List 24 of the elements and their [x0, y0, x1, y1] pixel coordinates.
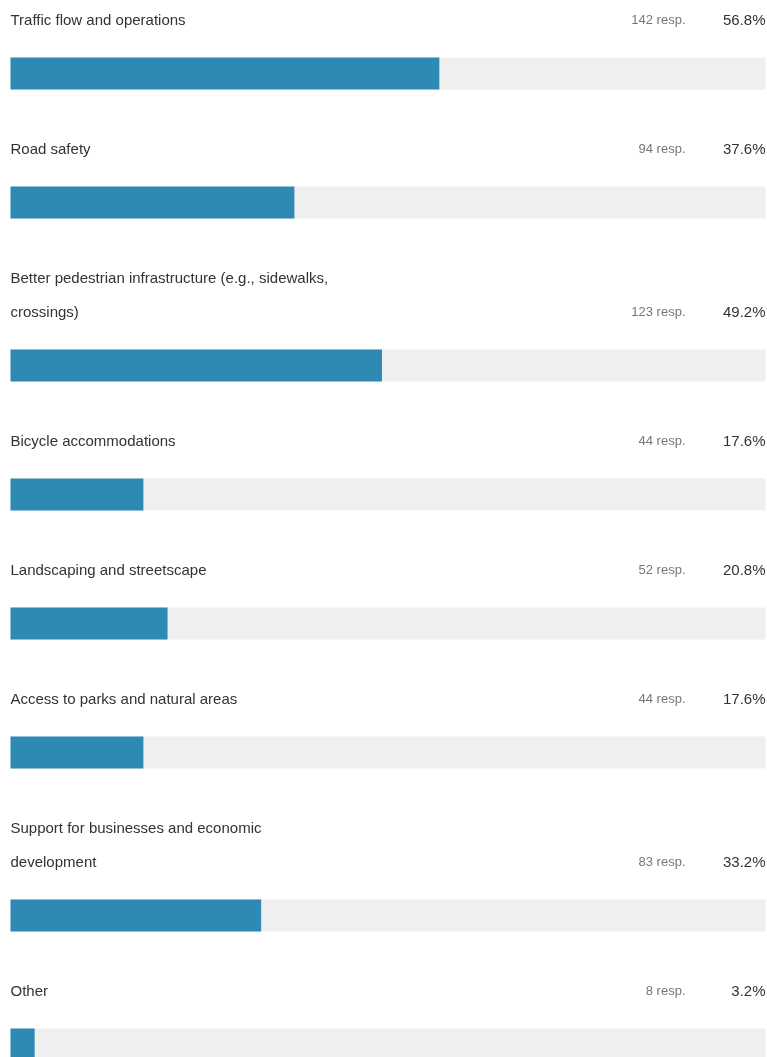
annotation: 123 resp.	[631, 304, 686, 319]
y-tick-label: Access to parks and natural areas	[10, 690, 238, 707]
y-tick-label: Road safety	[10, 140, 92, 157]
data-label: 56.8%	[722, 11, 766, 28]
data-label: 37.6%	[722, 140, 766, 157]
data-label: 33.2%	[722, 853, 766, 870]
y-tick-label: Other	[10, 982, 49, 999]
annotation: 83 resp.	[638, 854, 686, 869]
y-tick-label: Bicycle accommodations	[10, 432, 176, 449]
data-label: 20.8%	[722, 561, 766, 578]
y-tick-label: Better pedestrian infrastructure (e.g., sidewalks, crossings)	[10, 269, 329, 320]
annotation: 8 resp.	[645, 983, 686, 998]
annotation: 142 resp.	[631, 12, 686, 27]
annotation: 94 resp.	[638, 141, 686, 156]
data-label: 17.6%	[722, 690, 766, 707]
data-label: 49.2%	[722, 303, 766, 320]
data-label: 17.6%	[722, 432, 766, 449]
y-tick-label: Support for businesses and economic development	[10, 819, 262, 870]
annotation: 52 resp.	[638, 562, 686, 577]
y-tick-label: Traffic flow and operations	[10, 11, 186, 28]
annotation: 44 resp.	[638, 691, 686, 706]
annotation: 44 resp.	[638, 433, 686, 448]
data-label: 3.2%	[731, 982, 766, 999]
y-tick-label: Landscaping and streetscape	[10, 561, 207, 578]
